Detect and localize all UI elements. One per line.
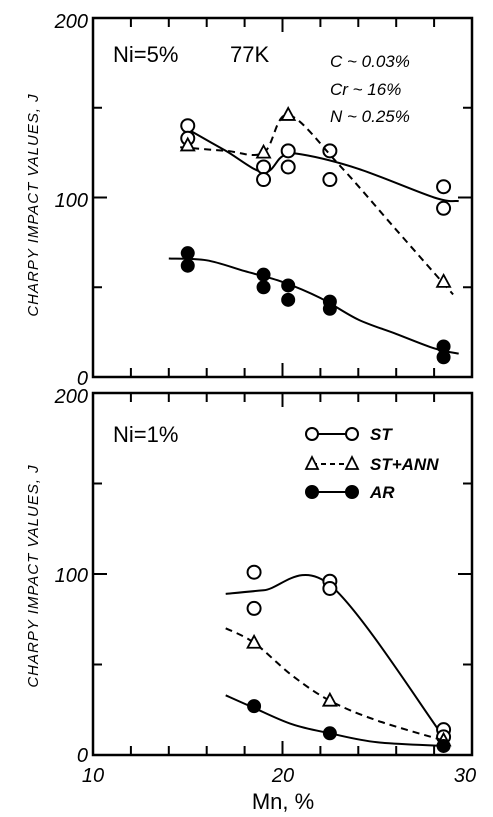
bottom-st-point-3 [322, 580, 338, 596]
top-st-point-4 [280, 143, 296, 159]
bottom-st_ann-point-1 [321, 691, 338, 707]
bottom-st-fit-line [225, 573, 445, 738]
top-st_ann-point-0 [179, 136, 196, 152]
bottom-axis-ticks [93, 393, 472, 755]
top-annotation-temp: 77K [230, 42, 269, 67]
top-ar-point-9 [436, 350, 451, 365]
bottom-xtick-30: 30 [454, 765, 476, 787]
top-ar-point-5 [281, 292, 296, 307]
top-ar-point-1 [180, 258, 195, 273]
legend-marker-st-right [345, 427, 359, 441]
top-series-group [168, 106, 459, 365]
bottom-st_ann-point-0 [246, 633, 263, 649]
top-st-point-3 [256, 172, 272, 188]
top-ylabel: CHARPY IMPACT VALUES, J [25, 93, 42, 316]
bottom-ar-point-1 [322, 726, 337, 741]
bottom-ar-point-2 [436, 738, 451, 753]
bottom-xtick-10: 10 [82, 765, 104, 787]
top-st-point-9 [436, 200, 452, 216]
bottom-xtick-20: 20 [271, 765, 294, 787]
top-st-point-0 [180, 118, 196, 134]
top-annotation-c: C ~ 0.03% [330, 52, 410, 71]
bottom-ar-point-0 [247, 699, 262, 714]
x-axis-title: Mn, % [252, 789, 314, 814]
top-st_ann-point-3 [435, 272, 452, 288]
legend-marker-ar-right [345, 485, 359, 499]
top-ar-point-2 [256, 267, 271, 282]
top-st-point-8 [436, 179, 452, 195]
legend-marker-st-ann-right [344, 454, 360, 470]
legend-marker-ar-left [305, 485, 319, 499]
bottom-ytick-100: 100 [55, 565, 88, 587]
bottom-ytick-200: 200 [54, 386, 88, 408]
legend-entry-st-ann: ST+ANN [304, 454, 439, 474]
top-st-point-5 [280, 159, 296, 175]
top-ar-point-7 [322, 301, 337, 316]
top-axis-ticks [93, 18, 472, 377]
legend-marker-st-left [305, 427, 319, 441]
top-ytick-200: 200 [54, 11, 88, 33]
bottom-panel: 200 100 0 10 20 30 CHARPY IMPACT VALUES,… [25, 386, 476, 814]
top-ytick-100: 100 [55, 190, 88, 212]
top-st-point-7 [322, 172, 338, 188]
top-st_ann-point-2 [280, 106, 297, 121]
top-annotation-ni: Ni=5% [113, 42, 178, 67]
bottom-ylabel: CHARPY IMPACT VALUES, J [25, 464, 42, 687]
top-annotation-n: N ~ 0.25% [330, 107, 410, 126]
bottom-st-point-0 [246, 564, 262, 580]
top-st-fit-line [187, 128, 459, 203]
legend-marker-st-ann-left [304, 454, 320, 470]
top-st_ann-point-1 [255, 143, 272, 159]
top-ar-point-3 [256, 280, 271, 295]
bottom-annotation-ni: Ni=1% [113, 422, 178, 447]
top-st_ann-fit-line [180, 113, 454, 296]
top-ar-fit-line [168, 257, 459, 355]
legend-label-st: ST [370, 425, 393, 444]
top-ytick-0: 0 [77, 368, 88, 390]
top-ar-point-4 [281, 278, 296, 293]
bottom-series-group [225, 564, 452, 753]
top-st-point-2 [256, 159, 272, 175]
legend-entry-st: ST [305, 425, 393, 444]
top-annotation-cr: Cr ~ 16% [330, 80, 401, 99]
top-panel: 200 100 0 CHARPY IMPACT VALUES, J Ni=5% … [25, 11, 474, 390]
bottom-st-point-1 [246, 600, 262, 616]
bottom-plot-frame [91, 391, 474, 757]
legend: ST ST+ANN AR [304, 425, 439, 502]
top-st-point-6 [322, 143, 338, 159]
bottom-ytick-0: 0 [77, 745, 88, 767]
legend-label-st-ann: ST+ANN [370, 455, 439, 474]
legend-entry-ar: AR [305, 483, 395, 502]
top-plot-frame [91, 16, 474, 379]
legend-label-ar: AR [369, 483, 395, 502]
top-ar-point-0 [180, 246, 195, 261]
